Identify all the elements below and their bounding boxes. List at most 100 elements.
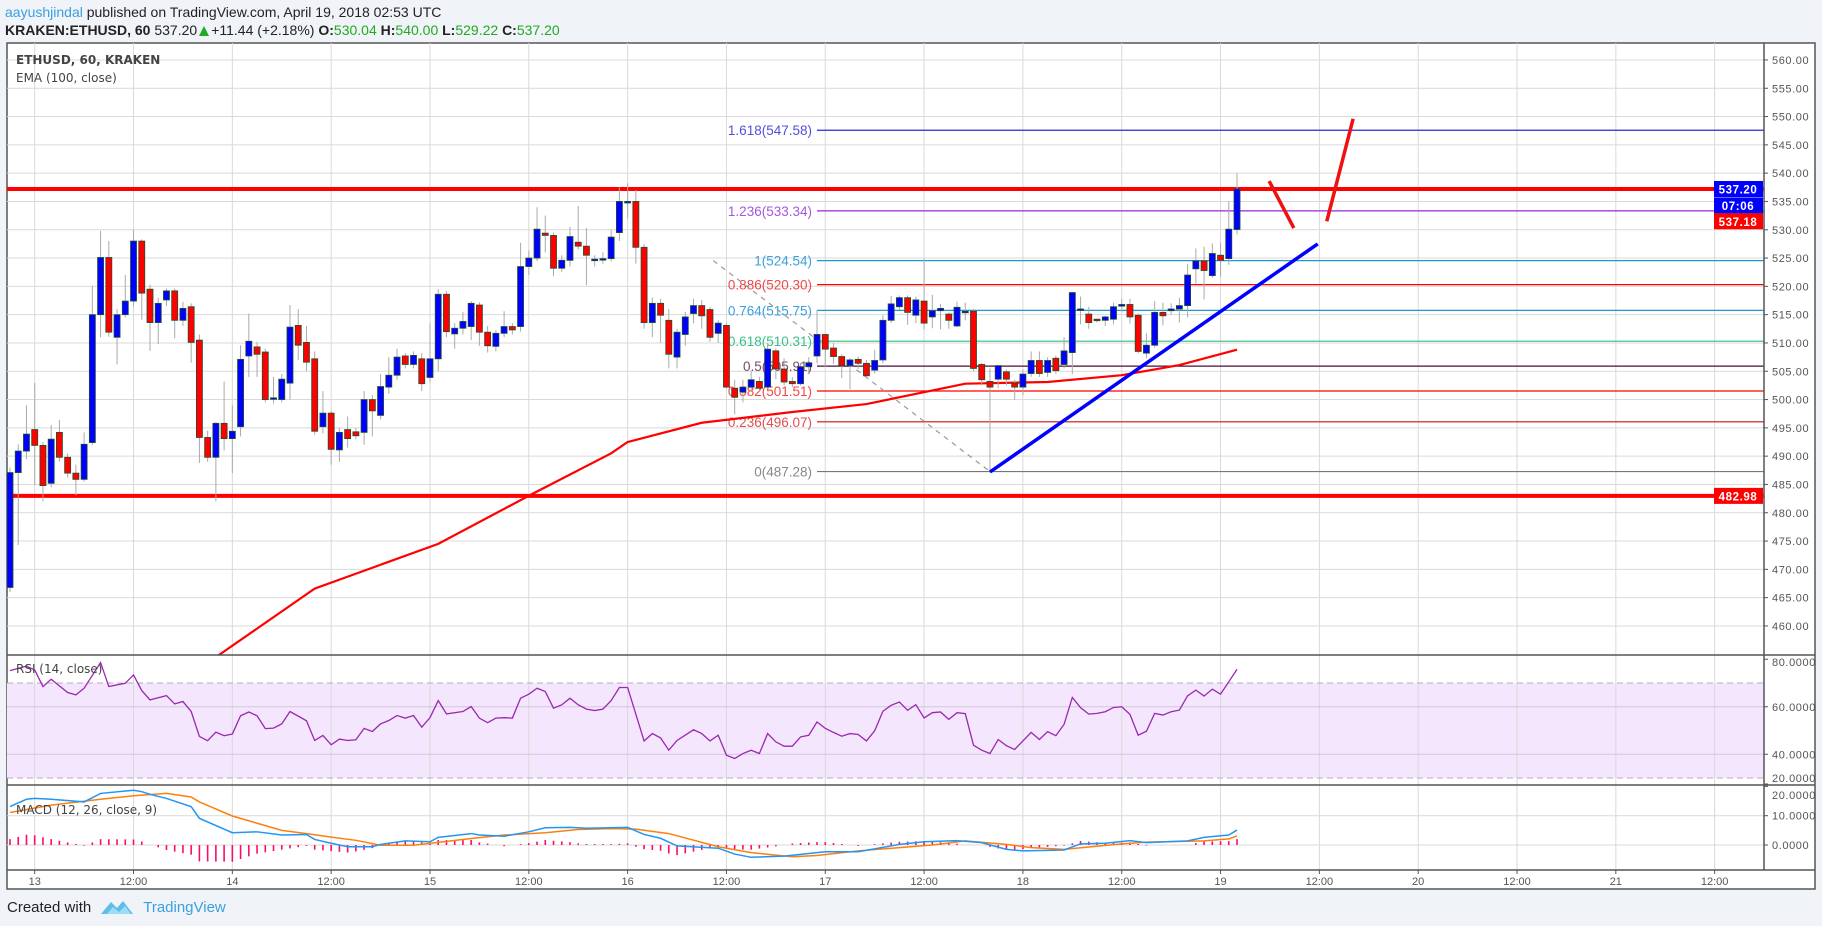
rsi-axis-label: 40.0000 — [1772, 749, 1816, 761]
candle — [863, 359, 870, 379]
candle-body — [895, 297, 903, 308]
candle — [879, 315, 887, 364]
time-axis-label: 18 — [1017, 876, 1029, 888]
candle-body — [39, 444, 47, 486]
candle — [237, 345, 244, 437]
candle-body — [533, 228, 541, 259]
candle — [772, 348, 780, 380]
candle — [360, 391, 368, 445]
fib-level-label: 0.618(510.31) — [728, 334, 812, 349]
candle — [31, 383, 39, 486]
candle-body — [747, 379, 755, 388]
price-label-text: 482.98 — [1719, 491, 1758, 503]
candle — [1208, 243, 1216, 278]
candle — [294, 308, 302, 360]
candle-body — [591, 258, 599, 262]
candle-body — [451, 327, 459, 335]
candle — [615, 187, 623, 242]
candle — [1184, 263, 1192, 318]
candle-body — [187, 306, 195, 343]
candle — [196, 334, 203, 463]
time-axis-label: 13 — [29, 876, 41, 888]
candle — [138, 239, 146, 320]
low-label: L: — [442, 22, 456, 38]
candle — [220, 381, 228, 451]
candle — [286, 305, 294, 400]
time-axis-label: 12:00 — [515, 876, 543, 888]
candle-body — [204, 437, 212, 458]
candle — [319, 391, 327, 434]
candle-body — [14, 450, 22, 473]
time-axis-label: 14 — [226, 876, 238, 888]
price-axis-label: 530.00 — [1772, 225, 1809, 237]
candle — [278, 374, 286, 403]
candle-body — [994, 365, 1002, 380]
candle-body — [56, 431, 63, 458]
candle — [467, 301, 475, 341]
candle-body — [657, 302, 664, 316]
candle — [327, 410, 335, 465]
price-axis-label: 465.00 — [1772, 593, 1809, 605]
candle — [953, 301, 961, 328]
candle-body — [1200, 260, 1208, 271]
candle — [1035, 351, 1043, 377]
candle — [1019, 369, 1027, 396]
candle-body — [377, 386, 384, 416]
candle-body — [945, 313, 953, 321]
price-axis-label: 500.00 — [1772, 395, 1809, 407]
candle-body — [179, 308, 187, 321]
price-axis-label: 550.00 — [1772, 112, 1809, 124]
candle-body — [887, 303, 895, 321]
candle-body — [1101, 316, 1109, 321]
candle-body — [681, 316, 689, 335]
candle-body — [632, 201, 640, 248]
candle — [541, 215, 549, 253]
candle-body — [706, 309, 714, 338]
candle-body — [88, 314, 96, 443]
candle-body — [1192, 260, 1200, 270]
candle-body — [690, 305, 697, 314]
candle — [739, 379, 747, 403]
candle-body — [344, 429, 352, 440]
time-axis-label: 12:00 — [1701, 876, 1729, 888]
candle-body — [130, 240, 137, 302]
candle-body — [1077, 308, 1084, 311]
rsi-axis-label: 60.0000 — [1772, 702, 1816, 714]
candle-body — [1060, 350, 1068, 365]
time-axis-label: 12:00 — [1306, 876, 1334, 888]
candle — [368, 395, 376, 437]
candle — [113, 308, 121, 365]
candle — [410, 351, 417, 369]
candle-body — [23, 433, 30, 452]
candle — [64, 453, 72, 478]
candle — [23, 405, 30, 459]
rsi-line — [9, 661, 1238, 760]
created-with-text: Created with — [7, 898, 92, 916]
candle — [311, 351, 319, 435]
candle — [681, 311, 689, 346]
candle — [690, 298, 697, 324]
candle — [1233, 173, 1241, 235]
author-link[interactable]: aayushjindal — [5, 4, 83, 20]
time-axis-label: 15 — [424, 876, 436, 888]
candle-body — [1225, 228, 1233, 260]
candle-body — [961, 310, 969, 314]
candle-body — [764, 348, 772, 388]
candle — [805, 357, 813, 375]
candle — [1225, 201, 1233, 265]
candle-body — [443, 293, 450, 333]
candle-body — [871, 360, 879, 371]
candle-body — [294, 325, 302, 346]
fib-level-label: 1(524.54) — [754, 254, 812, 269]
price-axis-label: 495.00 — [1772, 423, 1809, 435]
candle — [393, 348, 401, 380]
candle — [47, 425, 55, 488]
candle — [212, 422, 220, 502]
candle-body — [953, 306, 961, 327]
rsi-legend: RSI (14, close) — [16, 662, 103, 676]
tradingview-link[interactable]: TradingView — [143, 898, 226, 916]
time-axis-label: 12:00 — [910, 876, 938, 888]
candle-body — [1159, 311, 1167, 317]
candle — [706, 307, 714, 342]
